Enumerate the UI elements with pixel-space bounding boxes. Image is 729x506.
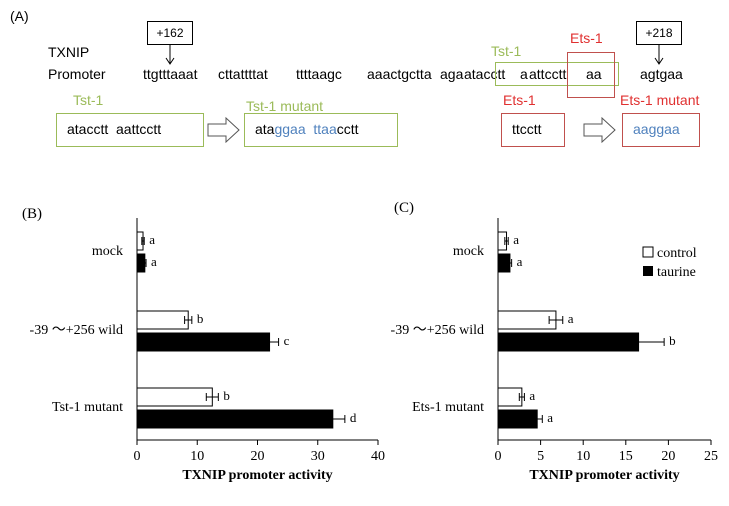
tst1-site-box (495, 62, 619, 86)
ets1-mutant-box: aaggaa (622, 113, 700, 147)
bar-taurine (136, 332, 271, 352)
sequence-segment: aa (586, 66, 602, 82)
category-label: Ets-1 mutant (412, 400, 484, 415)
significance-letter: a (568, 311, 574, 326)
ets1-mutant-label: Ets-1 mutant (620, 92, 700, 108)
bar-taurine (497, 409, 538, 429)
chart-b: 0 10 20 30 40 TXNIP promoter activity mock aa -3… (30, 218, 385, 483)
category-label: mock (92, 244, 123, 259)
significance-letter: b (669, 333, 676, 348)
x-tick-label: 10 (190, 449, 204, 464)
sequence-segment: ttgtttaaat (143, 66, 198, 82)
down-arrow-icon (654, 45, 664, 65)
right-arrow-icon (583, 117, 616, 143)
sequence-segment: aga (440, 66, 464, 82)
category-label: -39 ～+256 wild (391, 323, 484, 338)
x-tick-label: 20 (251, 449, 265, 464)
category-label: mock (453, 244, 484, 259)
bar-control (497, 310, 557, 330)
right-arrow-icon (207, 117, 240, 143)
ets1-site-label: Ets-1 (570, 30, 603, 46)
tst1-wt-box: atacctt aattcctt (56, 113, 204, 147)
tst1-mutant-box: ataggaa ttaacctt (244, 113, 398, 147)
legend-taurine-label: taurine (657, 265, 696, 280)
category-label: -39 ～+256 wild (30, 323, 123, 338)
tst1-mutant-seq-mutated: ggaa (274, 121, 306, 137)
ets1-wt-sequence: ttcctt (512, 121, 542, 137)
ets1-site-sequence: attcctt (529, 66, 567, 82)
x-tick-label: 30 (311, 449, 325, 464)
legend: control taurine (642, 246, 697, 280)
significance-letter: b (223, 388, 230, 403)
bar-taurine (136, 409, 334, 429)
panel-c-label: (C) (394, 200, 414, 216)
start-position-box: +162 (147, 21, 193, 45)
significance-letter: a (151, 254, 157, 269)
x-tick-label: 10 (576, 449, 590, 464)
tst1-mutant-seq-mutated: ttaa (313, 121, 337, 137)
significance-letter: a (149, 232, 155, 247)
ets1-mutant-sequence: aaggaa (633, 121, 680, 137)
tst1-site-label: Tst-1 (491, 43, 522, 59)
bar-control (136, 310, 189, 330)
tst1-mutant-label: Tst-1 mutant (246, 98, 324, 114)
tst1-mutant-seq-part: cctt (336, 121, 359, 137)
legend-control-label: control (657, 246, 697, 261)
sequence-segment: ttttaagc (296, 66, 342, 82)
legend-control-swatch (642, 246, 654, 258)
tst1-wt-sequence: atacctt aattcctt (67, 121, 162, 137)
x-axis-title: TXNIP promoter activity (182, 468, 332, 483)
significance-letter: d (350, 410, 357, 425)
x-tick-label: 40 (371, 449, 385, 464)
x-tick-label: 5 (537, 449, 544, 464)
bar-control (497, 387, 523, 407)
category-label: Tst-1 mutant (52, 400, 123, 415)
sequence-segment: cttattttat (218, 66, 268, 82)
promoter-label: Promoter (48, 66, 106, 82)
tst1-wt-label: Tst-1 (73, 92, 104, 108)
down-arrow-icon (165, 45, 175, 65)
legend-taurine-swatch (643, 266, 653, 276)
panel-a-label: (A) (10, 8, 29, 24)
sequence-segment: a (520, 66, 528, 82)
x-tick-label: 0 (134, 449, 141, 464)
gene-label: TXNIP (48, 44, 90, 60)
tst1-site-sequence: atacctt (464, 66, 506, 82)
bar-control (136, 387, 213, 407)
significance-letter: b (197, 311, 204, 326)
significance-letter: a (517, 254, 523, 269)
panel-b-label: (B) (22, 206, 42, 222)
ets1-wt-box: ttcctt (501, 113, 565, 147)
x-tick-label: 0 (495, 449, 502, 464)
x-tick-label: 15 (619, 449, 633, 464)
tst1-mutant-seq-part: ata (255, 121, 275, 137)
x-tick-label: 20 (661, 449, 675, 464)
significance-letter: a (513, 232, 519, 247)
x-axis-title: TXNIP promoter activity (529, 468, 679, 483)
ets1-site-box (567, 52, 615, 98)
end-position-box: +218 (636, 21, 682, 45)
x-tick-label: 25 (704, 449, 718, 464)
sequence-segment: aaactgctta (367, 66, 432, 82)
significance-letter: a (529, 388, 535, 403)
significance-letter: a (547, 410, 553, 425)
sequence-segment: agtgaa (640, 66, 683, 82)
significance-letter: c (284, 333, 290, 348)
ets1-wt-label: Ets-1 (503, 92, 536, 108)
